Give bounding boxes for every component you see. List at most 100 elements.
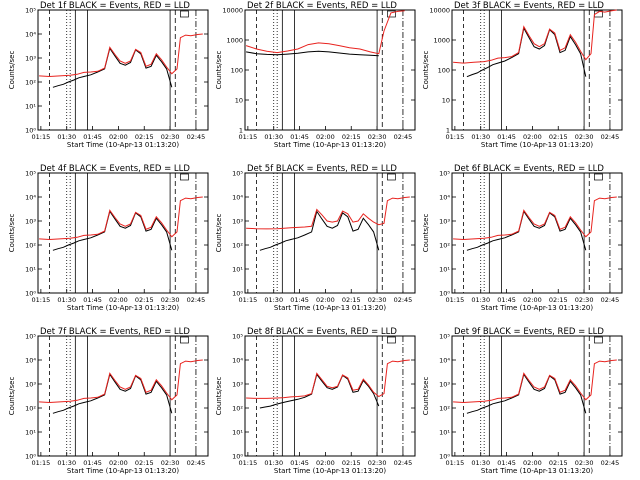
x-tick-label: 01:45 xyxy=(83,459,102,467)
y-axis-label: Counts/sec xyxy=(215,214,223,253)
x-tick-label: 01:30 xyxy=(57,296,76,304)
x-tick-label: 01:15 xyxy=(32,296,51,304)
x-tick-label: 02:15 xyxy=(342,296,361,304)
lld-series-line xyxy=(453,359,617,404)
x-axis-label: Start Time (10-Apr-13 01:13:20) xyxy=(67,141,179,149)
x-tick-label: 01:15 xyxy=(239,133,258,141)
flag-box xyxy=(594,173,603,181)
x-tick-label: 02:45 xyxy=(394,133,413,141)
y-tick-label: 10⁰ xyxy=(232,453,243,461)
x-tick-label: 01:15 xyxy=(239,296,258,304)
x-tick-label: 02:00 xyxy=(109,133,128,141)
y-tick-label: 10¹ xyxy=(25,429,36,437)
panel-title: Det 8f BLACK = Events, RED = LLD xyxy=(247,327,397,337)
x-tick-label: 01:30 xyxy=(57,133,76,141)
x-tick-label: 01:15 xyxy=(446,459,465,467)
lld-series-line xyxy=(453,196,617,241)
x-tick-label: 02:30 xyxy=(368,459,387,467)
x-tick-label: 02:15 xyxy=(549,296,568,304)
y-tick-label: 10² xyxy=(439,242,450,250)
x-tick-label: 02:45 xyxy=(394,296,413,304)
y-tick-label: 10⁵ xyxy=(232,333,243,341)
y-tick-label: 10⁰ xyxy=(25,127,36,135)
x-tick-label: 02:30 xyxy=(161,133,180,141)
x-axis-label: Start Time (10-Apr-13 01:13:20) xyxy=(481,304,593,312)
flag-box xyxy=(387,10,396,18)
y-tick-label: 10⁰ xyxy=(439,290,450,298)
x-tick-label: 02:45 xyxy=(187,133,206,141)
y-tick-label: 10² xyxy=(25,405,36,413)
panel-det-9: Det 9f BLACK = Events, RED = LLD 10⁰ 10¹ 10… xyxy=(422,327,623,475)
y-axis-label: Counts/sec xyxy=(422,214,430,253)
flag-box xyxy=(387,173,396,181)
x-tick-label: 02:00 xyxy=(316,133,335,141)
y-tick-label: 10² xyxy=(439,405,450,413)
y-tick-label: 10³ xyxy=(25,381,36,389)
y-tick-label: 10¹ xyxy=(232,266,243,274)
y-tick-label: 10¹ xyxy=(439,266,450,274)
x-tick-label: 02:45 xyxy=(601,459,620,467)
x-axis-label: Start Time (10-Apr-13 01:13:20) xyxy=(481,141,593,149)
y-tick-label: 10⁵ xyxy=(232,170,243,178)
y-tick-label: 10⁰ xyxy=(25,453,36,461)
x-tick-label: 02:15 xyxy=(135,296,154,304)
lld-series-line xyxy=(39,196,203,241)
panel-det-8: Det 8f BLACK = Events, RED = LLD 10⁰ 10¹ 10… xyxy=(215,327,416,475)
events-series-line xyxy=(466,373,587,414)
x-tick-label: 01:30 xyxy=(264,133,283,141)
panel-det-6: Det 6f BLACK = Events, RED = LLD 10⁰ 10¹ 10… xyxy=(422,164,623,312)
x-tick-label: 02:30 xyxy=(161,296,180,304)
y-tick-label: 10³ xyxy=(232,381,243,389)
x-tick-label: 01:45 xyxy=(497,133,516,141)
x-tick-label: 02:30 xyxy=(368,133,387,141)
x-tick-label: 02:15 xyxy=(549,133,568,141)
x-tick-label: 02:45 xyxy=(394,459,413,467)
plot-frame xyxy=(451,335,623,457)
y-tick-label: 10000 xyxy=(429,7,450,15)
panel-title: Det 6f BLACK = Events, RED = LLD xyxy=(454,164,604,174)
x-tick-label: 01:45 xyxy=(497,459,516,467)
x-tick-label: 02:15 xyxy=(135,459,154,467)
x-tick-label: 02:15 xyxy=(135,133,154,141)
y-axis-label: Counts/sec xyxy=(8,214,16,253)
x-tick-label: 02:15 xyxy=(342,133,361,141)
plot-frame xyxy=(37,335,209,457)
x-axis-label: Start Time (10-Apr-13 01:13:20) xyxy=(274,467,386,475)
y-tick-label: 10³ xyxy=(232,218,243,226)
x-tick-label: 02:00 xyxy=(109,296,128,304)
panel-title: Det 7f BLACK = Events, RED = LLD xyxy=(40,327,190,337)
x-tick-label: 01:30 xyxy=(471,296,490,304)
panel-det-4: Det 4f BLACK = Events, RED = LLD 10⁰ 10¹ 10… xyxy=(8,164,209,312)
y-tick-label: 100 xyxy=(231,67,243,75)
x-tick-label: 02:00 xyxy=(523,459,542,467)
y-tick-label: 10 xyxy=(235,97,243,105)
x-tick-label: 02:45 xyxy=(601,133,620,141)
x-tick-label: 02:15 xyxy=(549,459,568,467)
events-series-line xyxy=(246,50,379,57)
y-tick-label: 10⁴ xyxy=(439,357,450,365)
lld-series-line xyxy=(39,359,203,404)
x-tick-label: 02:30 xyxy=(368,296,387,304)
panel-title: Det 2f BLACK = Events, RED = LLD xyxy=(247,1,397,11)
y-tick-label: 100 xyxy=(438,67,450,75)
lld-series-line xyxy=(246,196,410,230)
events-series-line xyxy=(466,210,587,251)
y-tick-label: 10³ xyxy=(25,218,36,226)
y-tick-label: 10⁰ xyxy=(25,290,36,298)
y-tick-label: 10000 xyxy=(222,7,243,15)
y-tick-label: 10³ xyxy=(25,55,36,63)
x-tick-label: 01:45 xyxy=(290,296,309,304)
panel-title: Det 4f BLACK = Events, RED = LLD xyxy=(40,164,190,174)
flag-box xyxy=(387,336,396,344)
y-axis-label: Counts/sec xyxy=(422,51,430,90)
plot-frame xyxy=(451,9,623,131)
x-tick-label: 01:30 xyxy=(471,133,490,141)
y-axis-label: Counts/sec xyxy=(8,51,16,90)
events-series-line xyxy=(52,47,173,88)
x-tick-label: 02:00 xyxy=(109,459,128,467)
y-tick-label: 10³ xyxy=(439,381,450,389)
y-axis-label: Counts/sec xyxy=(215,377,223,416)
x-tick-label: 01:15 xyxy=(32,133,51,141)
x-tick-label: 02:45 xyxy=(187,296,206,304)
plot-frame xyxy=(244,9,416,131)
